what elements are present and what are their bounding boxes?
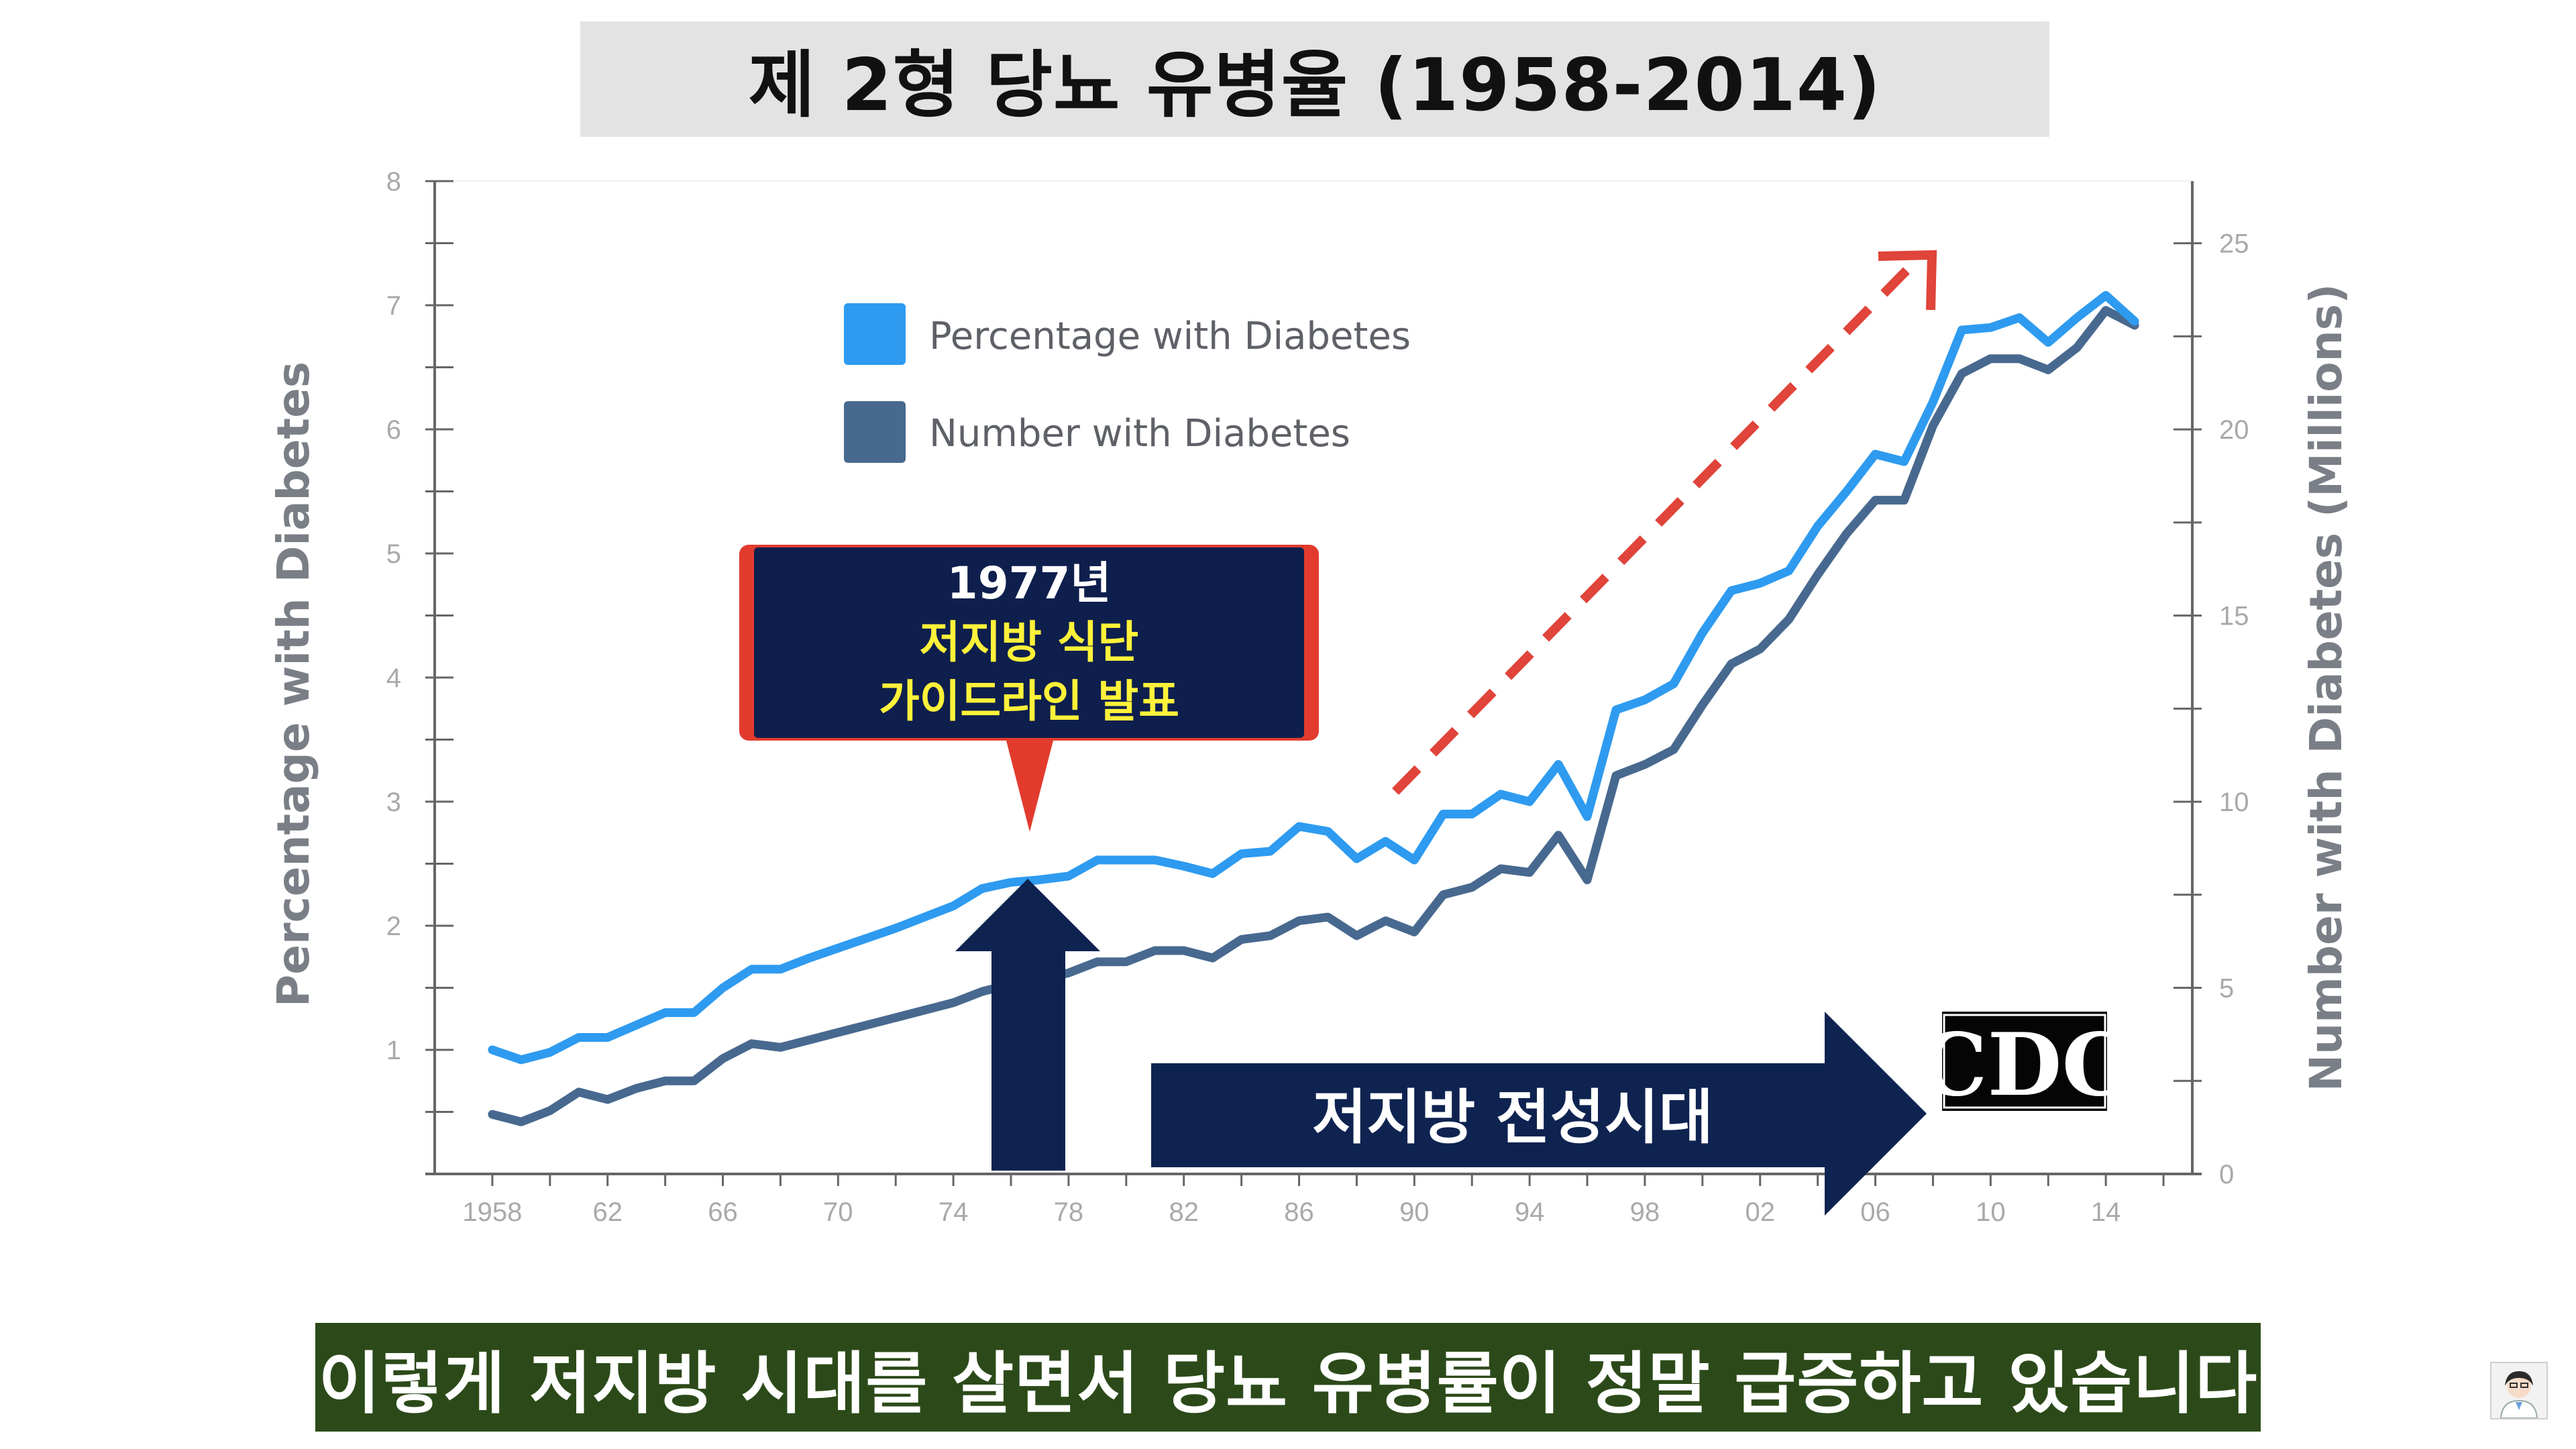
callout-pointer xyxy=(1006,741,1053,832)
x-tick-label: 86 xyxy=(1284,1197,1314,1227)
callout-line1: 저지방 식단 xyxy=(920,616,1139,668)
up-arrow-icon xyxy=(955,879,1100,1171)
chart-title: 제 2형 당뇨 유병율 (1958-2014) xyxy=(748,44,1882,127)
x-tick-label: 98 xyxy=(1630,1197,1660,1227)
cdc-logo-text: CDC xyxy=(1919,1015,2131,1116)
left-tick-label: 4 xyxy=(386,663,401,693)
right-tick-label: 25 xyxy=(2219,229,2249,259)
x-tick-label: 62 xyxy=(592,1197,623,1227)
callout-year: 1977년 xyxy=(947,557,1111,609)
x-tick-label: 94 xyxy=(1515,1197,1545,1227)
x-tick-label: 1958 xyxy=(462,1197,522,1227)
subtitle-bar: 이렇게 저지방 시대를 살면서 당뇨 유병률이 정말 급증하고 있습니다 xyxy=(315,1323,2261,1432)
callout-line2: 가이드라인 발표 xyxy=(879,676,1179,727)
title-bar: 제 2형 당뇨 유병율 (1958-2014) xyxy=(580,21,2049,137)
x-tick-label: 70 xyxy=(823,1197,853,1227)
left-tick-label: 7 xyxy=(386,291,401,321)
left-tick-label: 1 xyxy=(386,1036,401,1065)
legend-swatch-number xyxy=(844,401,906,463)
cdc-logo: CDC xyxy=(1919,1012,2131,1116)
legend-label-percentage: Percentage with Diabetes xyxy=(929,315,1411,358)
x-tick-label: 90 xyxy=(1399,1197,1430,1227)
series-line-percentage xyxy=(488,290,2139,1065)
x-tick-label: 06 xyxy=(1860,1197,1890,1227)
data-lines xyxy=(488,290,2139,1126)
x-tick-label: 74 xyxy=(938,1197,969,1227)
x-tick-label: 02 xyxy=(1745,1197,1775,1227)
left-tick-label: 5 xyxy=(386,539,401,569)
legend-swatch-percentage xyxy=(844,303,906,365)
left-tick-label: 2 xyxy=(386,912,401,941)
right-tick-label: 15 xyxy=(2219,602,2249,631)
trend-arrowhead xyxy=(1878,250,1937,311)
right-arrow-icon xyxy=(1151,1012,1927,1216)
era-label: 저지방 전성시대 xyxy=(1312,1083,1713,1152)
right-tick-label: 0 xyxy=(2219,1160,2234,1189)
left-axis-title: Percentage with Diabetes xyxy=(268,362,319,1007)
right-tick-label: 10 xyxy=(2219,788,2249,817)
legend-label-number: Number with Diabetes xyxy=(929,412,1350,455)
x-tick-label: 10 xyxy=(1976,1197,2006,1227)
callout-box xyxy=(754,547,1304,738)
left-tick-label: 8 xyxy=(386,167,401,197)
subtitle-caption: 이렇게 저지방 시대를 살면서 당뇨 유병률이 정말 급증하고 있습니다 xyxy=(318,1344,2258,1423)
left-tick-label: 6 xyxy=(386,415,401,445)
x-tick-label: 78 xyxy=(1054,1197,1084,1227)
right-tick-label: 5 xyxy=(2219,974,2234,1004)
left-tick-label: 3 xyxy=(386,788,401,817)
avatar-icon xyxy=(2490,1362,2548,1419)
trend-arrow-icon xyxy=(1392,262,1915,795)
x-tick-label: 82 xyxy=(1169,1197,1199,1227)
right-axis-title: Number with Diabetes (Millions) xyxy=(2300,284,2352,1091)
right-tick-label: 20 xyxy=(2219,415,2249,445)
series-line-number xyxy=(488,306,2139,1126)
x-tick-label: 66 xyxy=(708,1197,738,1227)
x-tick-label: 14 xyxy=(2091,1197,2121,1227)
